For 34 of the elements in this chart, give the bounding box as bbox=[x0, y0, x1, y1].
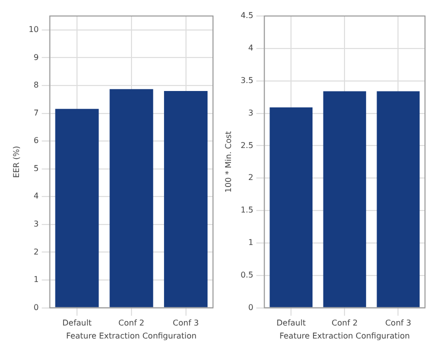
y-tick-label: 3 bbox=[248, 108, 254, 118]
y-tick-label: 4.5 bbox=[240, 11, 254, 20]
bar bbox=[164, 91, 208, 308]
y-tick-label: 2.5 bbox=[240, 140, 254, 150]
x-tick-label: Default bbox=[276, 318, 306, 328]
y-axis-title: 100 * Min. Cost bbox=[224, 131, 233, 193]
y-tick-label: 8 bbox=[34, 80, 39, 90]
bar bbox=[55, 108, 99, 308]
x-tick-label: Default bbox=[62, 318, 92, 328]
y-tick-label: 1.5 bbox=[240, 206, 254, 215]
x-axis-title: Feature Extraction Configuration bbox=[66, 331, 197, 340]
y-tick-label: 2 bbox=[34, 247, 39, 256]
y-tick-label: 7 bbox=[34, 108, 39, 118]
x-axis-title: Feature Extraction Configuration bbox=[279, 331, 410, 340]
y-tick-label: 0 bbox=[34, 302, 39, 312]
x-tick-label: Conf 3 bbox=[385, 318, 412, 328]
y-tick-label: 1 bbox=[34, 275, 39, 284]
y-tick-label: 3 bbox=[34, 220, 39, 229]
y-tick-label: 2 bbox=[248, 173, 254, 182]
y-tick-label: 3.5 bbox=[240, 76, 254, 85]
bar bbox=[110, 89, 154, 308]
x-tick-label: Conf 2 bbox=[118, 318, 144, 328]
y-tick-label: 4 bbox=[248, 44, 254, 52]
y-tick-label: 1 bbox=[248, 238, 254, 248]
y-axis-title: EER (%) bbox=[12, 146, 21, 178]
y-tick-label: 9 bbox=[34, 52, 39, 62]
y-tick-label: 5 bbox=[34, 164, 39, 173]
y-tick-label: 0.5 bbox=[240, 270, 254, 280]
x-tick-label: Conf 3 bbox=[172, 318, 199, 328]
y-tick-label: 6 bbox=[34, 136, 39, 146]
y-tick-label: 4 bbox=[34, 192, 39, 201]
y-tick-label: 0 bbox=[248, 302, 254, 312]
x-tick-label: Conf 2 bbox=[332, 318, 358, 328]
y-tick-label: 10 bbox=[28, 24, 39, 34]
